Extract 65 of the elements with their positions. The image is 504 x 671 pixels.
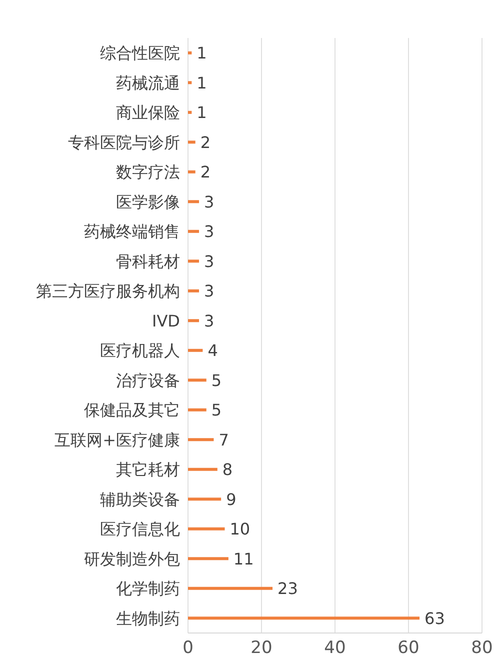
data-label: 5: [211, 400, 222, 420]
data-label: 8: [222, 460, 233, 480]
y-tick-label: 药械流通: [116, 73, 180, 92]
y-tick-label: 第三方医疗服务机构: [36, 282, 180, 301]
bar: [188, 527, 225, 530]
y-tick-label: 药械终端销售: [84, 222, 180, 242]
bar: [188, 289, 200, 292]
y-tick-label: 骨科耗材: [116, 252, 180, 271]
y-tick-label: 商业保险: [116, 103, 180, 122]
bar: [188, 557, 228, 560]
y-tick-label: 研发制造外包: [84, 549, 180, 568]
bar: [188, 230, 200, 233]
data-label: 3: [204, 252, 214, 271]
data-label: 11: [233, 549, 254, 568]
bar: [188, 378, 206, 382]
data-label: 63: [424, 608, 445, 628]
data-label: 3: [204, 192, 214, 212]
x-tick-label: 40: [324, 638, 346, 658]
data-label: 4: [208, 341, 218, 360]
bar: [188, 408, 206, 412]
y-tick-label: 生物制药: [116, 608, 180, 628]
x-tick-label: 20: [250, 638, 272, 658]
y-tick-label: 治疗设备: [116, 370, 180, 390]
bar: [188, 110, 192, 114]
x-tick-label: 80: [471, 638, 493, 658]
y-tick-label: 数字疗法: [116, 162, 180, 182]
data-label: 1: [196, 73, 207, 92]
x-tick-label: 60: [398, 638, 420, 658]
data-label: 3: [204, 311, 214, 330]
bar: [188, 468, 218, 471]
bar: [188, 438, 214, 442]
data-label: 2: [200, 132, 211, 152]
bar: [188, 586, 273, 590]
y-tick-label: 保健品及其它: [84, 400, 180, 420]
data-label: 3: [204, 222, 214, 242]
bar: [188, 498, 222, 501]
bar: [188, 140, 196, 144]
data-label: 2: [200, 162, 211, 182]
data-label: 9: [226, 490, 236, 509]
data-label: 1: [196, 103, 207, 122]
data-label: 1: [196, 44, 207, 63]
data-label: 23: [278, 579, 298, 598]
data-label: 10: [230, 520, 250, 539]
y-tick-label: 医疗机器人: [100, 341, 180, 360]
y-tick-label: 辅助类设备: [100, 490, 180, 509]
data-label: 3: [204, 282, 214, 301]
bar: [188, 319, 200, 322]
y-tick-label: 专科医院与诊所: [68, 132, 180, 152]
bar: [188, 51, 192, 54]
bar: [188, 348, 203, 352]
y-tick-label: 综合性医院: [100, 44, 180, 63]
bar: [188, 81, 192, 84]
bar: [188, 170, 196, 174]
bar: [188, 260, 200, 263]
bar: [188, 200, 200, 204]
x-tick-label: 0: [182, 638, 194, 658]
y-tick-label: IVD: [152, 311, 180, 330]
y-tick-label: 医疗信息化: [100, 520, 180, 539]
data-label: 5: [211, 370, 222, 390]
y-tick-label: 其它耗材: [116, 460, 180, 480]
y-tick-label: 医学影像: [116, 192, 180, 212]
data-label: 7: [218, 430, 229, 450]
bar: [188, 616, 420, 620]
y-tick-label: 化学制药: [116, 579, 180, 598]
y-tick-label: 互联网+医疗健康: [54, 430, 180, 450]
